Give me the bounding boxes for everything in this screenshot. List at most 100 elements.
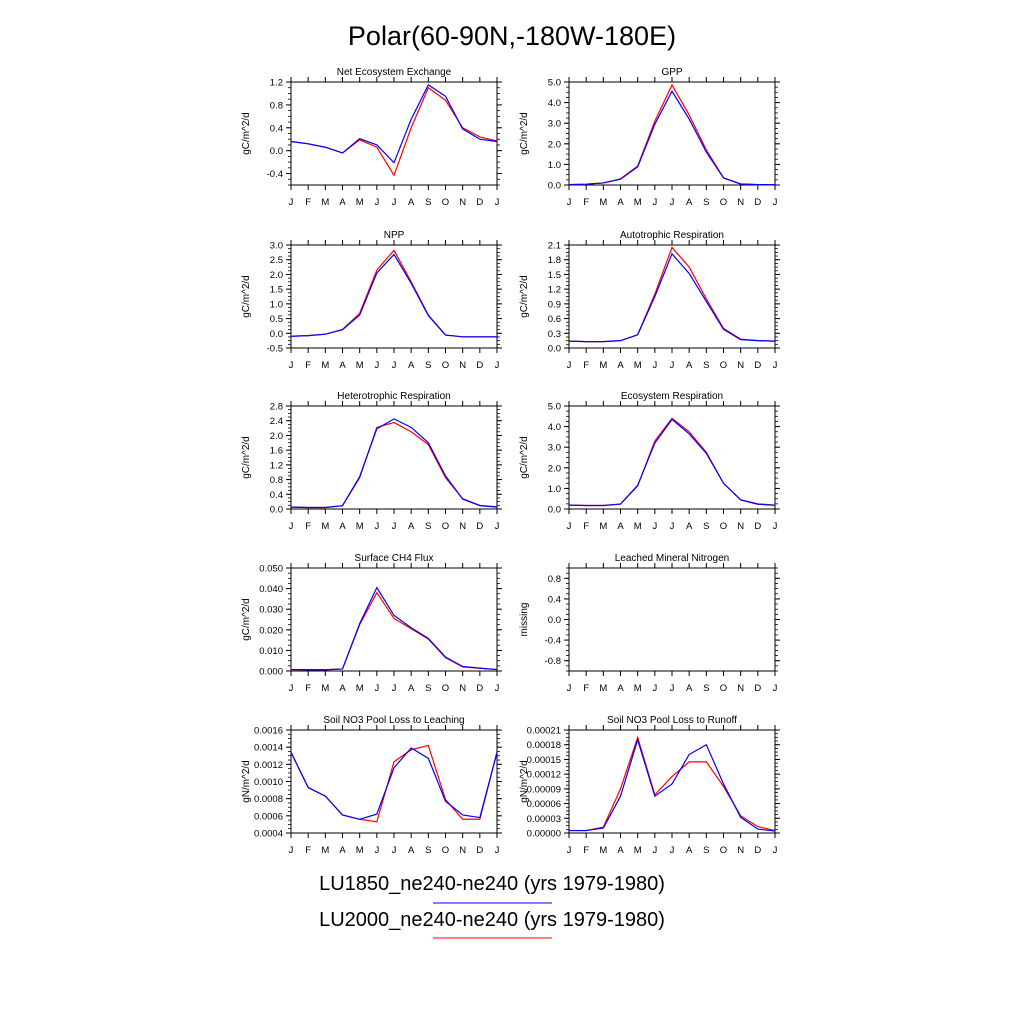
y-tick-label: 0.0014	[254, 743, 283, 754]
x-tick-label: O	[442, 845, 449, 856]
x-tick-label: F	[305, 683, 311, 694]
y-tick-label: 0.00003	[527, 814, 561, 825]
y-tick-label: 5.0	[548, 78, 561, 89]
x-tick-label: O	[720, 521, 727, 532]
series-line-0	[290, 249, 497, 338]
y-tick-label: 0.5	[270, 314, 283, 325]
x-tick-label: J	[289, 845, 294, 856]
panel-6: Surface CH4 Flux gC/m^2/d 0.000 0.010 0.020 0…	[241, 553, 502, 694]
x-tick-label: A	[408, 521, 415, 532]
y-tick-label: 0.6	[548, 314, 561, 325]
x-tick-label: N	[459, 683, 466, 694]
y-tick-label: 0.0	[548, 344, 561, 355]
x-tick-label: F	[583, 683, 589, 694]
x-tick-label: J	[670, 845, 675, 856]
x-tick-label: S	[703, 683, 709, 694]
panel-title: Soil NO3 Pool Loss to Leaching	[323, 715, 464, 726]
x-tick-label: S	[703, 360, 709, 371]
panel-title: Heterotrophic Respiration	[337, 391, 450, 402]
x-tick-label: M	[356, 197, 364, 208]
y-tick-label: 1.2	[270, 78, 283, 89]
panel-title: Leached Mineral Nitrogen	[615, 553, 730, 564]
y-tick-label: 3.0	[548, 443, 561, 454]
x-tick-label: N	[459, 521, 466, 532]
x-tick-label: D	[476, 683, 483, 694]
y-tick-label: 0.00021	[527, 726, 561, 737]
x-tick-label: M	[599, 360, 607, 371]
x-tick-label: M	[634, 197, 642, 208]
x-tick-label: J	[289, 197, 294, 208]
x-tick-label: M	[634, 360, 642, 371]
panel-4: Heterotrophic Respiration gC/m^2/d 0.0 0.4 0…	[241, 391, 502, 532]
x-tick-label: D	[754, 360, 761, 371]
panel-title: Ecosystem Respiration	[621, 391, 723, 402]
x-tick-label: J	[652, 845, 657, 856]
x-tick-label: D	[754, 521, 761, 532]
x-tick-label: S	[425, 360, 431, 371]
x-tick-label: J	[374, 845, 379, 856]
y-tick-label: 2.5	[270, 255, 283, 266]
y-tick-label: 0.020	[259, 625, 283, 636]
x-tick-label: A	[339, 683, 346, 694]
y-tick-label: 1.2	[548, 285, 561, 296]
y-tick-label: 0.0010	[254, 777, 283, 788]
series-line-0	[568, 417, 776, 507]
y-tick-label: 0.00006	[527, 799, 561, 810]
x-tick-label: O	[442, 360, 449, 371]
x-tick-label: J	[670, 521, 675, 532]
x-tick-label: A	[617, 197, 624, 208]
x-tick-label: J	[567, 360, 572, 371]
series-line-1	[290, 253, 497, 338]
y-tick-label: 1.6	[270, 446, 283, 457]
y-tick-label: 0.050	[259, 564, 283, 575]
x-tick-label: A	[686, 521, 693, 532]
x-tick-label: F	[583, 360, 589, 371]
x-tick-label: D	[476, 521, 483, 532]
x-tick-label: N	[737, 845, 744, 856]
x-tick-label: F	[583, 521, 589, 532]
panel-5: Ecosystem Respiration gC/m^2/d 0.0 1.0 2.0 3.…	[519, 391, 780, 532]
x-tick-label: J	[652, 683, 657, 694]
x-tick-label: A	[617, 360, 624, 371]
x-tick-label: F	[305, 521, 311, 532]
y-axis-label: gC/m^2/d	[519, 275, 530, 318]
y-tick-label: 1.8	[548, 255, 561, 266]
y-tick-label: 2.0	[548, 139, 561, 150]
x-tick-label: D	[754, 845, 761, 856]
x-tick-label: N	[737, 521, 744, 532]
x-tick-label: N	[459, 197, 466, 208]
legend-label-1: LU2000_ne240-ne240 (yrs 1979-1980)	[319, 909, 665, 931]
panel-8: Soil NO3 Pool Loss to LeachinggN/m^2/d0.…	[241, 715, 502, 856]
x-tick-label: J	[773, 197, 778, 208]
y-tick-label: 0.010	[259, 646, 283, 657]
y-axis-label: gC/m^2/d	[241, 598, 252, 641]
y-axis-label: gN/m^2/d	[519, 760, 530, 803]
panel-7: Leached Mineral Nitrogen missing -0.8 -0.4 0…	[519, 553, 780, 694]
x-tick-label: N	[737, 360, 744, 371]
x-tick-label: S	[703, 845, 709, 856]
y-tick-label: 0.040	[259, 584, 283, 595]
x-tick-label: A	[408, 360, 415, 371]
x-tick-label: D	[476, 197, 483, 208]
y-tick-label: 1.0	[548, 484, 561, 495]
y-tick-label: 4.0	[548, 98, 561, 109]
x-tick-label: J	[567, 845, 572, 856]
y-tick-label: 0.00012	[527, 770, 561, 781]
x-tick-label: M	[321, 683, 329, 694]
y-tick-label: 0.4	[548, 594, 561, 605]
y-tick-label: 0.0	[270, 329, 283, 340]
x-tick-label: F	[305, 360, 311, 371]
y-tick-label: 0.0006	[254, 811, 283, 822]
plot-frame	[568, 405, 776, 510]
x-tick-label: J	[374, 197, 379, 208]
x-tick-label: M	[356, 521, 364, 532]
x-tick-label: N	[737, 683, 744, 694]
x-tick-label: A	[408, 683, 415, 694]
x-tick-label: J	[495, 360, 500, 371]
legend: LU1850_ne240-ne240 (yrs 1979-1980) LU200…	[319, 873, 665, 939]
panel-title: Net Ecosystem Exchange	[337, 67, 452, 78]
x-tick-label: A	[686, 197, 693, 208]
panel-title: Soil NO3 Pool Loss to Runoff	[607, 715, 737, 726]
